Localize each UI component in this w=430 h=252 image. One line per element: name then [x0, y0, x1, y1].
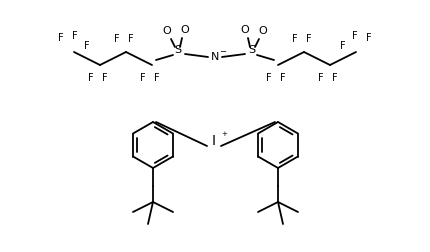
Text: O: O [163, 26, 172, 36]
Text: O: O [258, 26, 267, 36]
Text: −: − [219, 47, 227, 56]
Text: F: F [88, 73, 94, 83]
Text: F: F [280, 73, 286, 83]
Text: F: F [128, 34, 134, 44]
Text: O: O [241, 25, 249, 35]
Text: F: F [366, 33, 372, 43]
Text: F: F [266, 73, 272, 83]
Text: F: F [318, 73, 324, 83]
Text: F: F [306, 34, 312, 44]
Text: F: F [332, 73, 338, 83]
Text: F: F [340, 41, 346, 51]
Text: O: O [181, 25, 189, 35]
Text: S: S [249, 45, 255, 55]
Text: +: + [221, 131, 227, 137]
Text: F: F [154, 73, 160, 83]
Text: F: F [352, 31, 358, 41]
Text: F: F [102, 73, 108, 83]
Text: F: F [114, 34, 120, 44]
Text: F: F [140, 73, 146, 83]
Text: N: N [211, 52, 219, 62]
Text: F: F [292, 34, 298, 44]
Text: I: I [212, 134, 216, 148]
Text: F: F [72, 31, 78, 41]
Text: F: F [58, 33, 64, 43]
Text: F: F [84, 41, 90, 51]
Text: S: S [175, 45, 181, 55]
